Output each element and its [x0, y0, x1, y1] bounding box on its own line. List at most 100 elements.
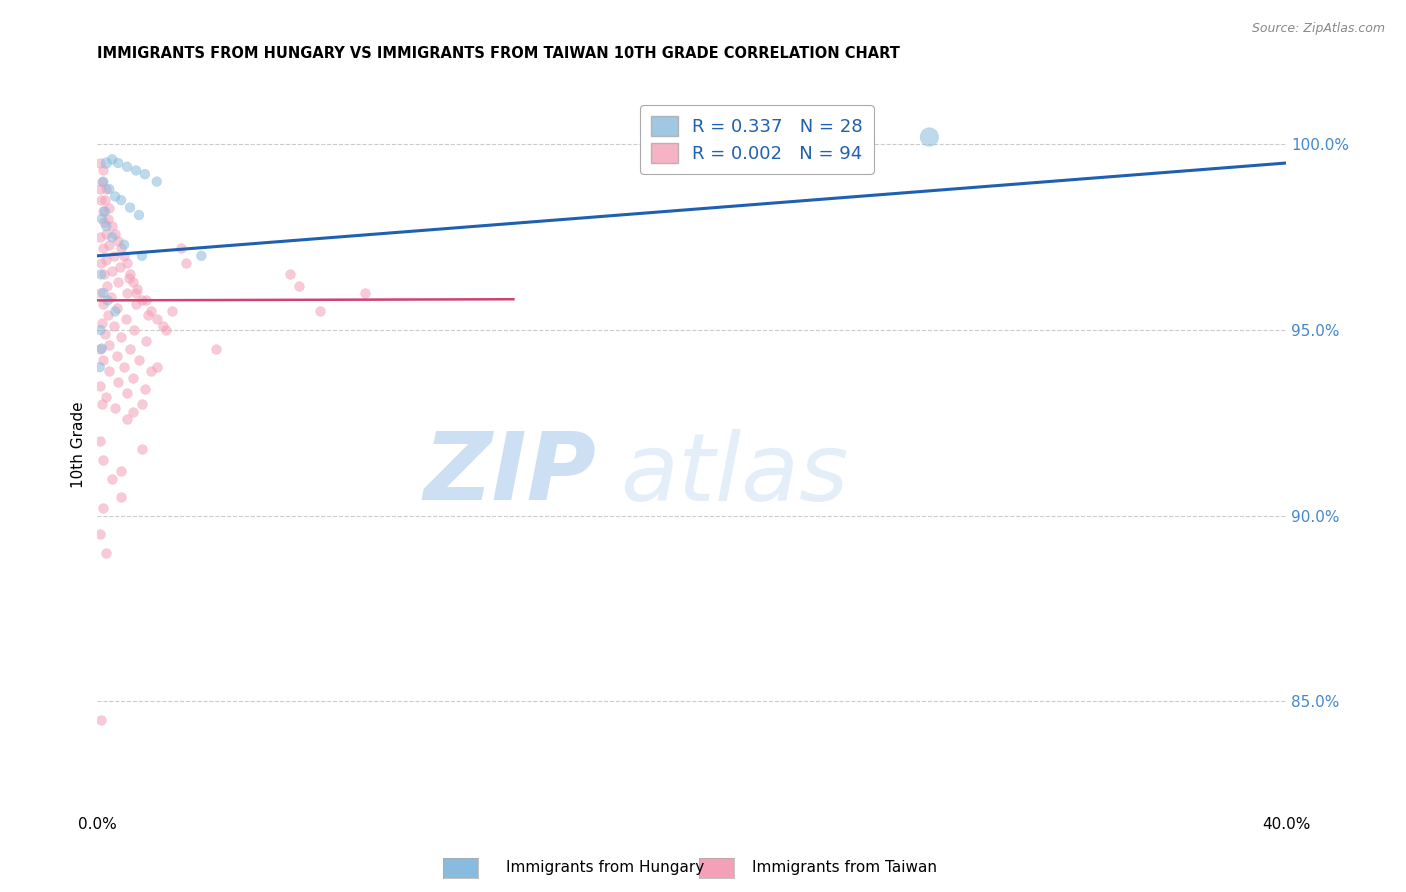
Point — [169, 241, 191, 255]
Point — [104, 227, 127, 241]
Point — [93, 268, 115, 282]
Point — [96, 219, 118, 234]
Point — [98, 182, 121, 196]
Point — [94, 326, 117, 341]
Point — [96, 278, 118, 293]
Point — [103, 319, 125, 334]
Point — [104, 401, 127, 415]
Legend: R = 0.337   N = 28, R = 0.002   N = 94: R = 0.337 N = 28, R = 0.002 N = 94 — [640, 105, 875, 174]
Point — [280, 268, 302, 282]
Point — [90, 211, 112, 226]
Point — [117, 271, 139, 285]
Point — [128, 208, 150, 222]
Point — [114, 312, 136, 326]
Text: ZIP: ZIP — [423, 428, 596, 521]
Point — [136, 308, 159, 322]
Text: Immigrants from Hungary: Immigrants from Hungary — [506, 860, 704, 874]
Point — [101, 153, 124, 167]
Point — [98, 338, 121, 352]
Point — [90, 268, 112, 282]
Point — [131, 249, 153, 263]
Point — [105, 349, 128, 363]
Point — [110, 330, 132, 344]
Point — [98, 364, 121, 378]
Text: Source: ZipAtlas.com: Source: ZipAtlas.com — [1251, 22, 1385, 36]
Point — [94, 193, 117, 207]
Point — [125, 297, 148, 311]
Point — [190, 249, 212, 263]
Point — [90, 342, 112, 356]
Point — [96, 546, 118, 560]
Point — [918, 130, 941, 145]
Point — [107, 234, 129, 248]
Point — [135, 334, 157, 348]
Point — [97, 211, 120, 226]
Point — [115, 386, 138, 401]
Point — [131, 442, 153, 456]
Point — [205, 342, 228, 356]
Point — [91, 501, 114, 516]
Point — [122, 275, 145, 289]
Point — [98, 201, 121, 215]
Point — [96, 156, 118, 170]
Point — [91, 163, 114, 178]
Point — [134, 383, 156, 397]
Point — [146, 175, 169, 189]
Point — [127, 282, 149, 296]
Point — [89, 434, 111, 449]
Point — [112, 360, 135, 375]
Point — [309, 304, 332, 318]
Point — [288, 278, 311, 293]
Point — [90, 316, 112, 330]
Point — [101, 471, 124, 485]
Point — [107, 275, 129, 289]
Point — [97, 293, 120, 308]
Point — [115, 285, 138, 300]
Point — [90, 193, 112, 207]
Point — [89, 182, 111, 196]
Point — [128, 352, 150, 367]
Text: Immigrants from Taiwan: Immigrants from Taiwan — [752, 860, 938, 874]
Point — [103, 249, 125, 263]
Point — [124, 323, 146, 337]
Point — [118, 201, 141, 215]
Point — [90, 397, 112, 411]
Point — [131, 397, 153, 411]
Point — [107, 156, 129, 170]
Point — [107, 375, 129, 389]
Point — [96, 252, 118, 267]
Point — [112, 237, 135, 252]
Point — [89, 527, 111, 541]
Point — [118, 342, 141, 356]
Point — [176, 256, 198, 270]
Point — [97, 308, 120, 322]
Text: atlas: atlas — [620, 429, 849, 520]
Point — [122, 405, 145, 419]
Point — [125, 285, 148, 300]
Point — [105, 301, 128, 315]
Point — [139, 304, 162, 318]
Point — [91, 175, 114, 189]
Point — [90, 713, 112, 727]
Point — [94, 227, 117, 241]
Point — [91, 285, 114, 300]
Point — [94, 204, 117, 219]
Point — [110, 464, 132, 478]
Point — [131, 293, 153, 308]
Point — [90, 256, 112, 270]
Point — [110, 490, 132, 504]
Point — [91, 297, 114, 311]
Point — [89, 360, 111, 375]
Point — [139, 364, 162, 378]
Point — [155, 323, 177, 337]
Point — [104, 189, 127, 203]
Point — [100, 290, 122, 304]
Point — [89, 230, 111, 244]
Point — [91, 204, 114, 219]
Point — [91, 352, 114, 367]
Point — [97, 237, 120, 252]
Text: IMMIGRANTS FROM HUNGARY VS IMMIGRANTS FROM TAIWAN 10TH GRADE CORRELATION CHART: IMMIGRANTS FROM HUNGARY VS IMMIGRANTS FR… — [97, 46, 900, 62]
Point — [146, 360, 169, 375]
Point — [89, 378, 111, 392]
Point — [353, 285, 375, 300]
